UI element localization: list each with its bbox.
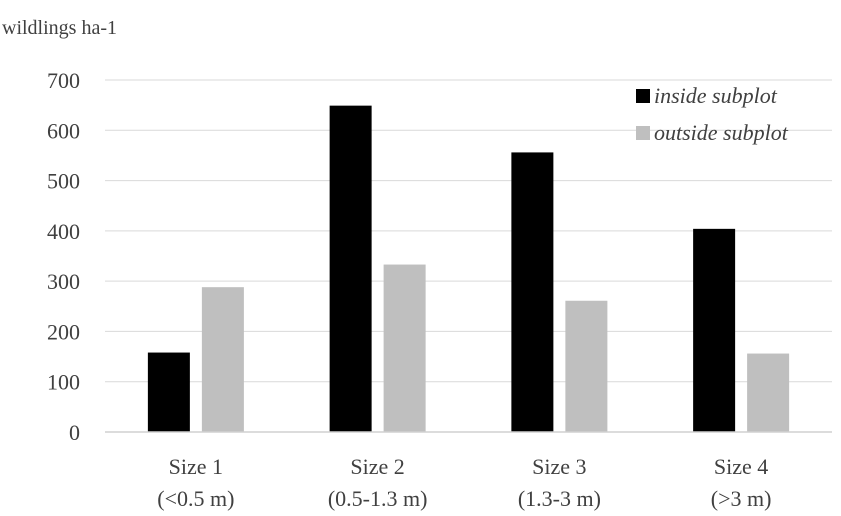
- bar-outside-subplot-1: [201, 287, 244, 432]
- bar-inside-subplot-4: [693, 228, 736, 432]
- bar-inside-subplot-3: [511, 152, 554, 432]
- bar-outside-subplot-3: [565, 300, 608, 432]
- y-tick-label: 100: [47, 370, 80, 395]
- y-tick-label: 300: [47, 269, 80, 294]
- y-axis-label: wildlings ha-1: [2, 17, 117, 39]
- bar-outside-subplot-2: [383, 264, 426, 432]
- bars: [147, 105, 790, 432]
- legend-swatch: [636, 89, 650, 103]
- x-category-label: Size 2: [350, 454, 404, 479]
- x-category-label: Size 3: [532, 454, 586, 479]
- x-category-label: (0.5-1.3 m): [328, 486, 428, 511]
- y-tick-label: 400: [47, 219, 80, 244]
- legend: inside subplot outside subplot: [636, 83, 789, 145]
- y-tick-label: 200: [47, 319, 80, 344]
- y-tick-label: 700: [47, 68, 80, 93]
- bar-outside-subplot-4: [747, 353, 790, 432]
- x-category-label: (<0.5 m): [157, 486, 234, 511]
- x-category-label: (>3 m): [711, 486, 772, 511]
- y-tick-label: 600: [47, 118, 80, 143]
- x-category-label: (1.3-3 m): [518, 486, 601, 511]
- y-tick-label: 0: [69, 420, 80, 445]
- x-category-label: Size 1: [169, 454, 223, 479]
- legend-label: inside subplot: [654, 83, 778, 108]
- legend-swatch: [636, 126, 650, 140]
- y-tick-label: 500: [47, 169, 80, 194]
- bar-inside-subplot-1: [147, 352, 190, 432]
- legend-label: outside subplot: [654, 120, 789, 145]
- bar-inside-subplot-2: [329, 105, 372, 432]
- x-category-labels: Size 1 (<0.5 m) Size 2 (0.5-1.3 m) Size 3 (1.…: [157, 454, 771, 511]
- y-tick-labels: 0 100 200 300 400 500 600 700: [47, 68, 80, 445]
- x-category-label: Size 4: [714, 454, 768, 479]
